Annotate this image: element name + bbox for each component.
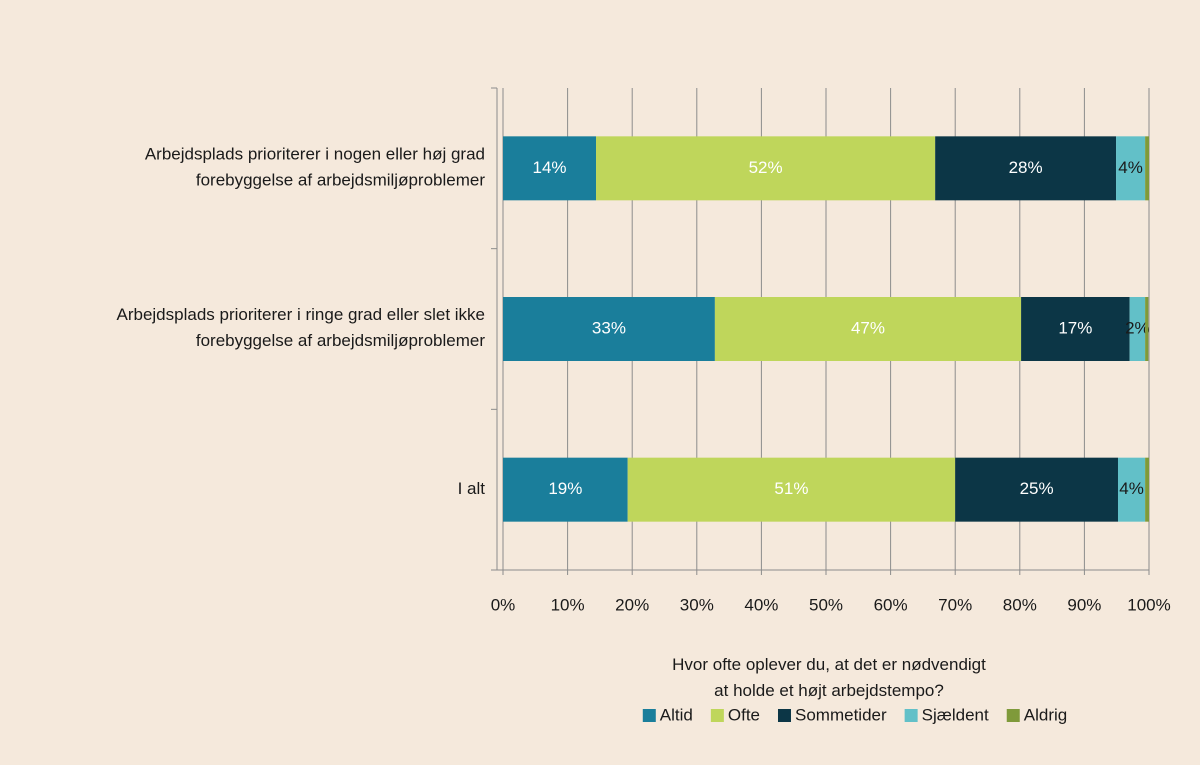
x-tick-label: 20% — [615, 595, 649, 614]
bar-segment — [503, 457, 628, 522]
bar-segment — [503, 136, 597, 201]
legend-label: Aldrig — [1024, 705, 1067, 724]
bar-segment — [1145, 297, 1149, 361]
x-tick-label: 30% — [680, 595, 714, 614]
legend-swatch — [904, 709, 918, 722]
x-axis-label: Hvor ofte oplever du, at det er nødvendi… — [672, 655, 986, 700]
data-label: 33% — [592, 318, 626, 337]
data-label: 17% — [1058, 318, 1092, 337]
bar-segment — [1129, 297, 1146, 361]
data-label: 52% — [749, 158, 783, 177]
x-tick-label: 0% — [491, 595, 516, 614]
legend-label: Altid — [660, 705, 693, 724]
data-label: 25% — [1020, 479, 1054, 498]
bar-segment — [1145, 457, 1149, 522]
x-tick-label: 80% — [1003, 595, 1037, 614]
bar-segment — [955, 457, 1118, 522]
y-tick-label: Arbejdsplads prioriterer i nogen eller h… — [145, 145, 486, 190]
data-label: 4% — [1118, 158, 1143, 177]
data-label: 2% — [1125, 318, 1150, 337]
legend-label: Sjældent — [922, 705, 989, 724]
legend-swatch — [1006, 709, 1020, 722]
bar-segment — [627, 457, 956, 522]
data-label: 14% — [532, 158, 566, 177]
legend: Altid Ofte Sommetider Sjældent Aldrig — [642, 705, 1067, 724]
legend-label: Sommetider — [795, 705, 887, 724]
bar-segment — [1117, 457, 1146, 522]
bar-segment — [1145, 136, 1149, 201]
y-tick-label: I alt — [458, 479, 486, 498]
x-tick-label: 100% — [1127, 595, 1170, 614]
bar-segment — [1021, 297, 1130, 361]
x-tick-label: 10% — [551, 595, 585, 614]
x-tick-label: 40% — [744, 595, 778, 614]
bar-segment — [503, 297, 715, 361]
data-label: 4% — [1119, 479, 1144, 498]
data-label: 19% — [548, 479, 582, 498]
legend-label: Ofte — [728, 705, 760, 724]
x-tick-label: 60% — [874, 595, 908, 614]
bar-segment — [935, 136, 1117, 201]
data-label: 51% — [774, 479, 808, 498]
bar-segment — [714, 297, 1022, 361]
x-tick-label: 50% — [809, 595, 843, 614]
legend-swatch — [710, 709, 724, 722]
bar-segment — [596, 136, 936, 201]
data-label: 47% — [851, 318, 885, 337]
data-label: 28% — [1009, 158, 1043, 177]
bar-segment — [1116, 136, 1146, 201]
y-tick-label: Arbejdsplads prioriterer i ringe grad el… — [117, 305, 486, 350]
x-tick-label: 90% — [1067, 595, 1101, 614]
legend-swatch — [777, 709, 791, 722]
legend-swatch — [642, 709, 656, 722]
x-tick-label: 70% — [938, 595, 972, 614]
